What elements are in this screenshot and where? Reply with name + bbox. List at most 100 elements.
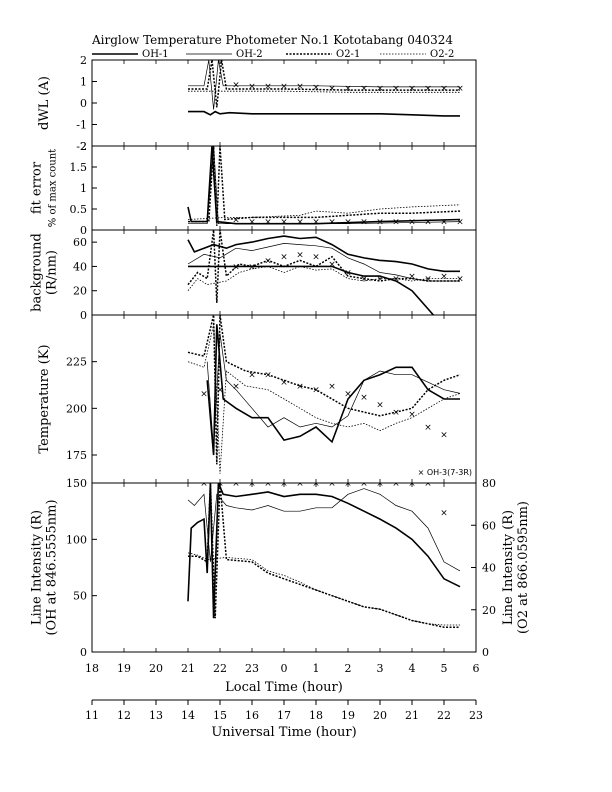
cross-marker: × [344,218,352,228]
ytick-label-bg: 20 [73,285,87,298]
annotation-label: × OH-3(7-3R) [418,468,472,477]
ytick-label-bg: 40 [73,260,87,273]
ytick-label-dwl: -1 [76,119,87,132]
x-ut-tick-label: 11 [85,709,99,722]
x-ut-tick-label: 19 [341,709,355,722]
x-local-label: Local Time (hour) [225,680,343,695]
cross-marker: × [344,269,352,279]
cross-marker: × [328,382,336,392]
cross-marker: × [392,479,400,489]
ylabel-int: Line Intensity (R) [30,510,45,625]
series-o2-2 [187,204,461,220]
panel-bg: 60 40 20 0 background (R/nm) × × × × × × × × × × × × × × × [30,229,477,322]
legend-label-o2-2: O2-2 [430,49,454,60]
chart-legend: OH-1 OH-2 O2-1 O2-2 [92,49,454,60]
x-ut-tick-label: 12 [117,709,131,722]
ytick-label-temp: 200 [66,402,87,415]
cross-marker: × [344,84,352,94]
legend-label-o2-1: O2-1 [336,49,360,60]
cross-marker: × [424,84,432,94]
panel-dwl: 2 1 0 -1 -2 dWL (A) × × × × × × × × × × × × × × × [37,54,477,153]
x-ut-tick-label: 21 [405,709,419,722]
series-o2-1 [187,315,461,465]
ylabel-temp: Temperature (K) [37,344,52,453]
x-ut-tick-label: 13 [149,709,163,722]
ylabel-right-int: Line Intensity (R) [501,510,516,625]
x-ut-tick-label: 20 [373,709,387,722]
cross-marker: × [232,81,240,91]
ytick-right-label-int: 60 [482,519,496,532]
cross-marker: × [424,275,432,285]
series-oh-1-low [188,265,435,315]
x-ut-tick-label: 23 [469,709,483,722]
cross-marker: × [248,82,256,92]
cross-marker: × [296,250,304,260]
ylabel-bg: background [30,233,45,312]
cross-marker: × [296,382,304,392]
cross-marker: × [424,479,432,489]
ytick-label-temp: 225 [66,356,87,369]
ytick-label-dwl: 2 [80,54,87,67]
cross-marker: × [440,508,448,518]
series-o2-1 [188,60,460,108]
cross-marker: × [360,84,368,94]
cross-marker: × [344,479,352,489]
cross-marker: × [248,218,256,228]
series-oh-1 [187,483,461,619]
x-local-tick-label: 21 [181,662,195,675]
cross-marker: × [408,479,416,489]
x-ut-tick-label: 14 [181,709,195,722]
cross-marker: × [360,479,368,489]
legend-label-oh-1: OH-1 [142,49,169,60]
cross-marker: × [392,84,400,94]
cross-marker: × [408,218,416,228]
cross-marker: × [424,218,432,228]
x-local-tick-label: 23 [245,662,259,675]
cross-marker: × [264,371,272,381]
legend-label-oh-2: OH-2 [236,49,263,60]
cross-marker: × [264,479,272,489]
cross-marker: × [328,84,336,94]
cross-marker: × [264,218,272,228]
series-group-dwl: × × × × × × × × × × × × × × × [188,60,464,117]
ylabel-int: (OH at 846.5555nm) [45,499,60,635]
cross-marker: × [376,84,384,94]
x-local-tick-label: 0 [281,662,288,675]
x-ut-tick-label: 22 [437,709,451,722]
cross-marker: × [344,389,352,399]
x-local-tick-label: 22 [213,662,227,675]
ytick-label-fit: 1.5 [70,161,88,174]
ytick-label-int: 100 [66,533,87,546]
cross-marker: × [248,479,256,489]
cross-marker: × [392,218,400,228]
ytick-label-dwl: 1 [80,76,87,89]
ytick-label-bg: 0 [80,309,87,322]
ylabel-fit: fit error [30,161,45,214]
x-ut-label: Universal Time (hour) [211,725,356,740]
cross-marker: × [248,262,256,272]
cross-marker: × [456,84,464,94]
cross-marker: × [376,275,384,285]
series-group-int: × × × × × × × × × × × × × × × × [187,479,461,628]
x-local-tick-label: 1 [313,662,320,675]
cross-marker: × [456,275,464,285]
cross-marker: × [440,218,448,228]
cross-marker: × [200,389,208,399]
ytick-right-label-int: 40 [482,562,496,575]
cross-marker: × [376,401,384,411]
cross-marker: × [440,84,448,94]
cross-marker: × [264,256,272,266]
ylabel-bg: (R/nm) [45,250,60,295]
x-local-tick-label: 18 [85,662,99,675]
cross-marker: × [280,218,288,228]
cross-marker: × [296,218,304,228]
cross-marker: × [376,479,384,489]
cross-marker: × [312,218,320,228]
series-o2-2 [187,265,460,291]
cross-marker: × [280,479,288,489]
ylabel-fit: % of max count [48,149,59,227]
series-oh-2 [206,333,461,450]
series-o2-1 [188,146,461,226]
